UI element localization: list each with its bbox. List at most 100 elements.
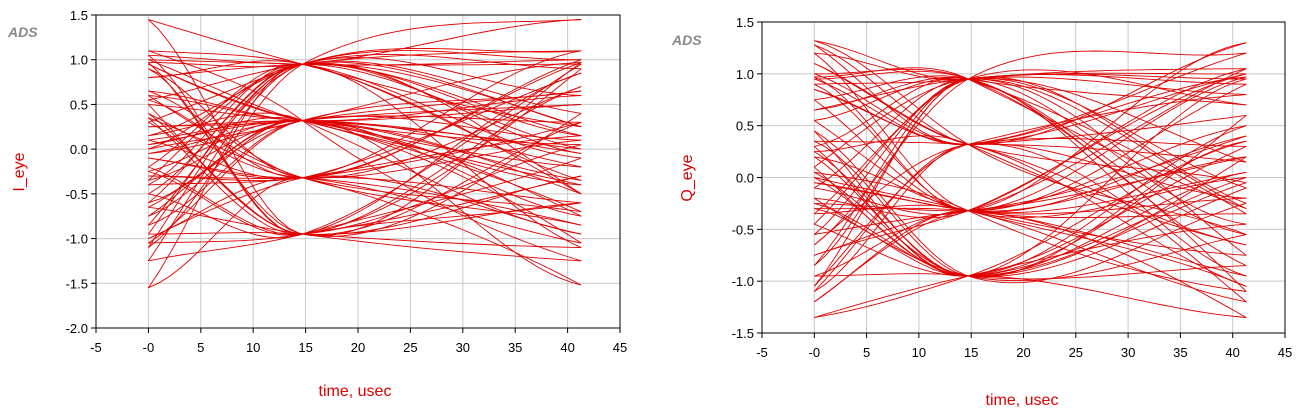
eye-trace [814,44,1247,246]
y-tick-label: 1.0 [736,67,754,82]
eye-trace [814,182,1247,219]
x-tick-label: 40 [560,340,574,355]
eye-trace [814,44,1247,145]
x-tick-label: -0 [143,340,155,355]
eye-trace [148,72,582,240]
eye-trace [814,52,1247,81]
x-tick-label: 20 [1016,345,1030,360]
eye-trace [148,62,582,237]
y-tick-label: 1.5 [70,8,88,23]
eye-trace [148,63,582,168]
eye-trace [814,73,1247,145]
y-tick-label: 1.0 [70,53,88,68]
eye-trace [814,223,1247,318]
eye-trace [814,52,1247,146]
eye-trace [814,125,1247,277]
eye-trace [148,117,582,186]
y-tick-label: -1.5 [66,276,88,291]
x-tick-label: 35 [1173,345,1187,360]
eye-trace [148,60,582,195]
y-tick-label: -0.5 [66,187,88,202]
eye-trace [814,135,1247,303]
y-tick-label: -2.0 [66,321,88,336]
eye-trace [813,145,1247,277]
eye-traces [148,19,582,289]
eye-trace [148,112,582,235]
x-tick-label: 30 [1121,345,1135,360]
eye-trace [148,175,582,235]
eye-trace [814,135,1247,246]
y-tick-label: 0.0 [736,171,754,186]
x-tick-label: -0 [809,345,821,360]
x-axis-label: time, usec [319,383,392,400]
eye-trace [814,156,1247,256]
eye-trace [148,50,582,182]
eye-trace [148,50,582,226]
eye-trace [148,121,582,180]
q-eye-chart: ADS 1.5 1.0 0.5 0.0 -0.5 -1.0 -1.5 -5 -0 5 10 15 20… [671,15,1292,409]
eye-trace [148,202,582,244]
eye-trace [813,76,1247,225]
x-tick-label: 20 [351,340,365,355]
eye-trace [148,72,582,236]
eye-trace [814,130,1247,284]
y-tick-label: 0.5 [736,119,754,134]
ads-watermark: ADS [671,32,702,48]
eye-trace [148,54,582,137]
eye-trace [148,117,582,213]
eye-trace [814,177,1247,303]
x-tick-label: 10 [912,345,926,360]
eye-trace [814,171,1247,278]
x-tick-label: 5 [197,340,204,355]
eye-trace [814,68,1247,292]
eye-trace [814,197,1247,282]
eye-trace [148,90,582,208]
eye-trace [814,77,1247,235]
eye-trace [814,78,1247,225]
eye-trace [148,63,582,155]
y-axis-label: I_eye [11,152,28,191]
eye-trace [814,99,1247,214]
eye-trace [814,78,1247,235]
eye-trace [148,90,582,286]
eye-trace [814,77,1247,266]
eye-trace [148,54,582,150]
eye-trace [148,206,582,262]
x-tick-label: 5 [863,345,870,360]
eye-trace [148,61,582,179]
x-tick-label: -5 [756,345,768,360]
eye-trace [148,90,582,150]
y-tick-labels: 1.5 1.0 0.5 0.0 -0.5 -1.0 -1.5 [732,15,754,341]
eye-trace [814,177,1247,277]
eye-trace [148,19,582,128]
eye-trace [814,265,1247,280]
x-tick-labels: -5 -0 5 10 15 20 25 30 35 40 45 [90,340,627,355]
eye-trace [148,50,582,262]
eye-trace [813,143,1247,303]
eye-trace [814,77,1247,121]
eye-trace [148,47,582,123]
eye-trace [148,54,582,235]
eye-trace [814,135,1247,213]
x-tick-label: 15 [964,345,978,360]
y-tick-label: -1.0 [66,232,88,247]
eye-trace [148,63,582,248]
eye-trace [814,50,1247,246]
y-tick-labels: 1.5 1.0 0.5 0.0 -0.5 -1.0 -1.5 -2.0 [66,8,88,336]
eye-trace [814,76,1247,212]
eye-trace [814,140,1247,318]
eye-trace [148,115,582,226]
eye-trace [148,19,582,181]
x-tick-label: 10 [246,340,260,355]
eye-trace [814,137,1247,246]
eye-trace [148,59,582,179]
eye-trace [814,75,1247,267]
y-axis-label: Q_eye [679,154,696,201]
eye-trace [148,113,582,248]
eye-trace [148,63,582,195]
eye-trace [148,119,582,172]
eye-trace [813,77,1247,287]
y-tick-label: 1.5 [736,15,754,30]
x-tick-label: 25 [1069,345,1083,360]
ads-watermark: ADS [7,24,38,40]
